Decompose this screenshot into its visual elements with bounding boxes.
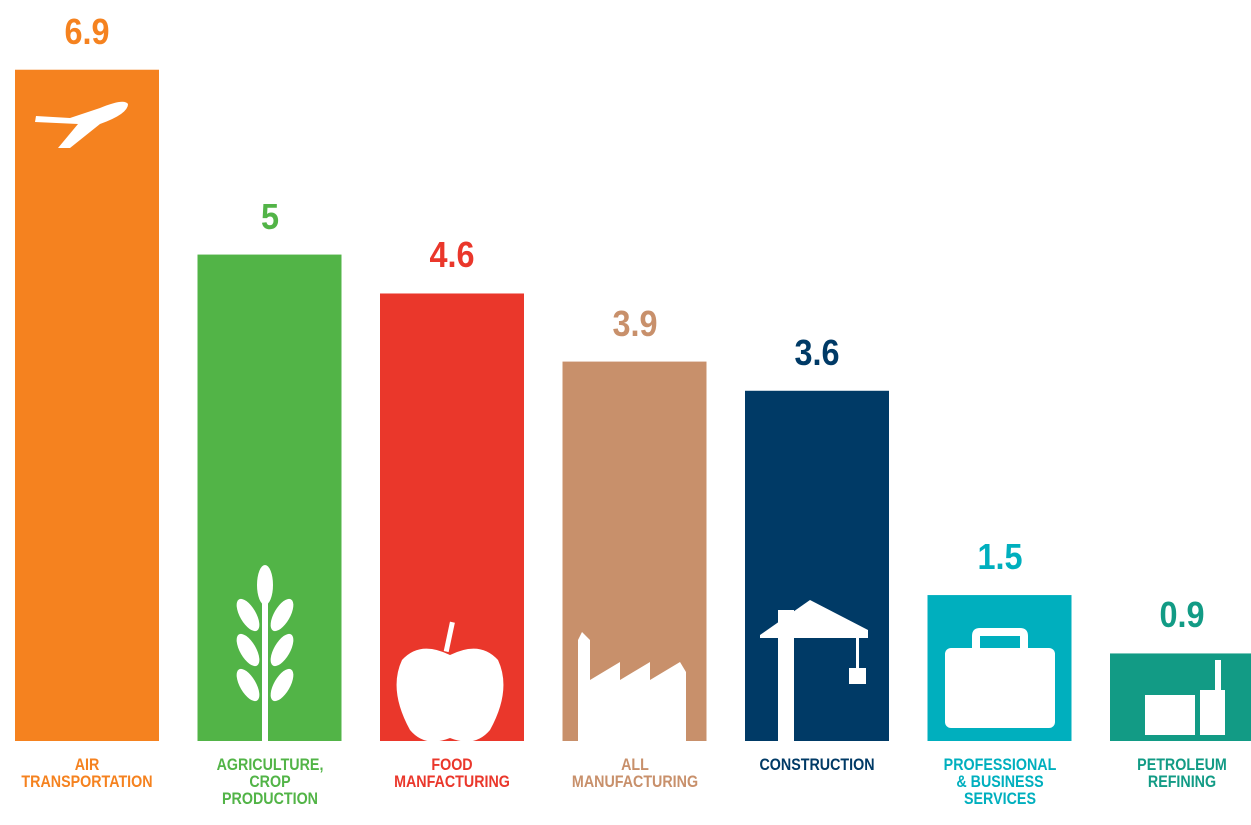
value-label: 6.9	[64, 10, 110, 52]
factory-icon	[578, 632, 686, 741]
value-label: 3.6	[794, 331, 840, 373]
bar	[197, 254, 342, 742]
building-icon	[1145, 660, 1225, 735]
value-label: 0.9	[1159, 594, 1205, 636]
x-tick-label: CONSTRUCTION	[759, 755, 875, 774]
value-label: 4.6	[429, 234, 475, 276]
x-tick-label: AIR TRANSPORTATION	[21, 755, 153, 791]
value-label: 1.5	[976, 536, 1023, 578]
x-tick-label: FOOD MANFACTURING	[394, 755, 510, 791]
value-label: 3.9	[611, 302, 658, 344]
value-label: 5	[260, 195, 279, 237]
x-tick-label: ALL MANUFACTURING	[571, 755, 698, 791]
wheat-icon	[236, 565, 294, 741]
apple-icon	[396, 621, 504, 742]
crane-icon	[760, 600, 868, 741]
x-tick-label: AGRICULTURE, CROP PRODUCTION	[216, 755, 323, 808]
x-tick-label: PROFESSIONAL & BUSINESS SERVICES	[943, 755, 1056, 808]
x-tick-label: PETROLEUM REFINING	[1137, 755, 1227, 791]
briefcase-icon	[945, 628, 1055, 728]
plane-icon	[35, 101, 128, 148]
bar	[15, 69, 159, 741]
